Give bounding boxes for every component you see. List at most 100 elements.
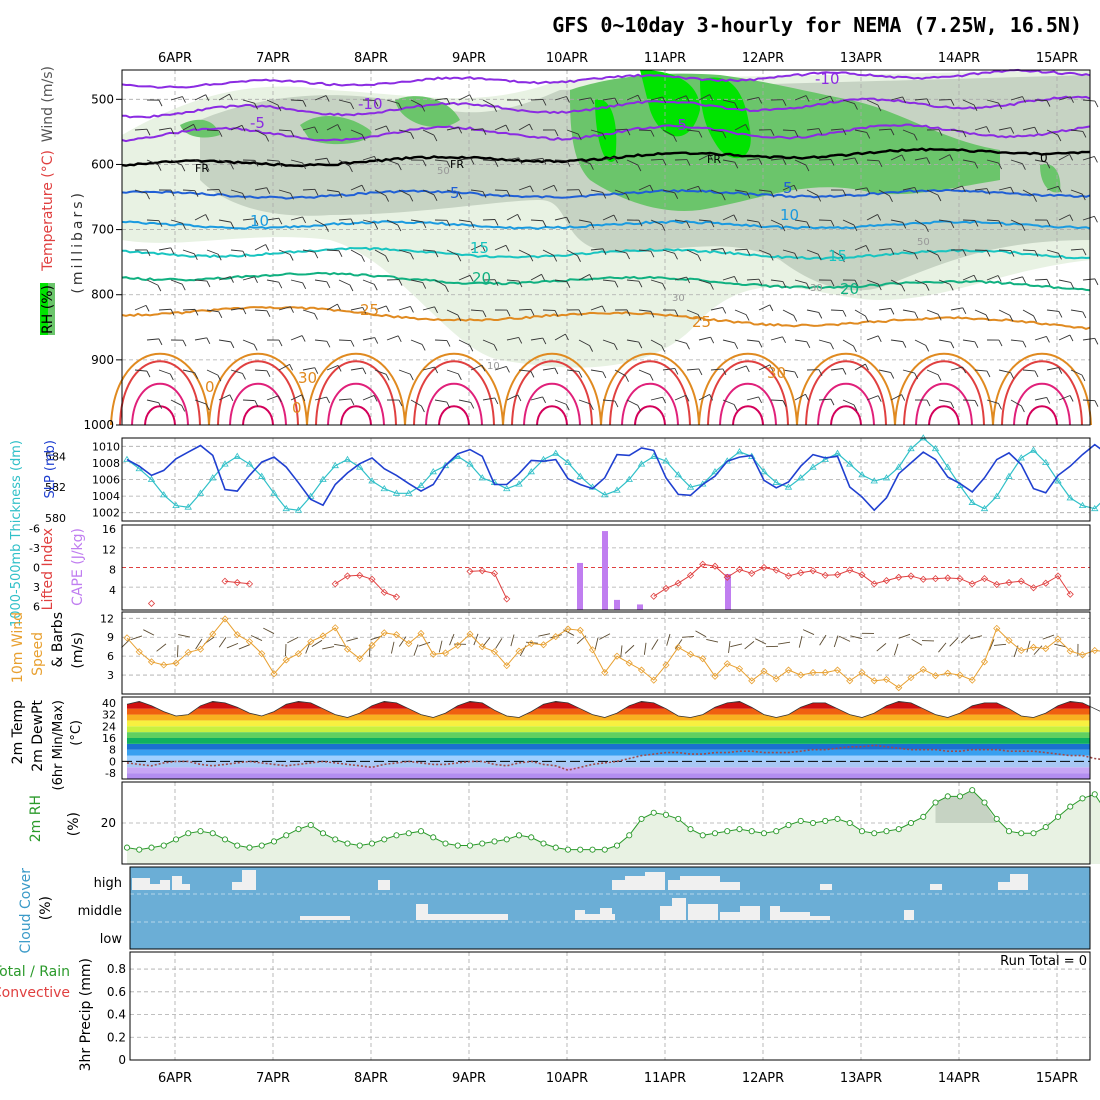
barb-staff <box>746 96 759 101</box>
wind-barb <box>338 398 355 406</box>
barb-flag <box>782 336 786 344</box>
barb-flag <box>902 222 907 229</box>
thickness-point <box>331 461 339 469</box>
wind-barb <box>410 99 426 112</box>
barb-flag <box>314 313 318 320</box>
wind-barb <box>1070 369 1086 382</box>
barb-staff <box>542 249 554 256</box>
isotherm-line <box>217 360 299 426</box>
wind-barb <box>1010 159 1026 170</box>
surface-wind-barb <box>250 635 263 641</box>
barb-staff <box>854 244 867 251</box>
barb-flag <box>230 163 234 170</box>
barb-staff <box>542 367 555 371</box>
wind-barb <box>1022 309 1037 323</box>
barb-staff <box>146 338 159 341</box>
barb-staff <box>278 129 292 132</box>
isotherm-line <box>523 382 581 426</box>
wind-barb <box>278 189 294 200</box>
barb-flag <box>661 345 665 352</box>
wind-barb <box>602 214 618 222</box>
wind-barb <box>194 399 210 411</box>
wind-barb <box>986 399 1002 410</box>
wind-barb <box>686 249 702 262</box>
barb-flag <box>541 274 545 281</box>
barb-staff <box>254 369 268 372</box>
wind-barb <box>782 184 798 192</box>
barb-staff <box>263 627 275 634</box>
barb-staff <box>398 305 411 311</box>
wind-speed-point <box>870 677 878 685</box>
rh2m-point <box>197 828 204 835</box>
barb-flag <box>218 189 223 196</box>
wind-barb <box>206 188 223 196</box>
barb-flag <box>362 367 367 375</box>
wind-barb <box>458 94 474 101</box>
wind-barb <box>842 279 859 287</box>
isotherm-label: 20 <box>840 280 859 298</box>
temp-ylabel: Temperature (°C) <box>40 150 56 272</box>
surface-wind-barb <box>287 637 299 644</box>
wind-barb <box>638 184 654 192</box>
barb-staff <box>506 279 519 282</box>
barb-flag <box>722 248 727 255</box>
barb-flag <box>446 401 451 409</box>
isotherm-label: 0 <box>292 399 302 417</box>
barb-staff <box>194 337 207 341</box>
wind-barb <box>170 219 186 230</box>
barb-staff <box>230 189 243 194</box>
barb-staff <box>578 97 591 101</box>
barb-staff <box>314 95 327 101</box>
barb-flag <box>421 344 426 351</box>
barb-flag <box>242 307 247 315</box>
barb-staff <box>722 399 735 405</box>
barb-staff <box>594 637 599 650</box>
barb-staff <box>866 395 879 401</box>
wind-barb <box>326 124 342 131</box>
temp-band <box>127 773 1090 779</box>
slp-thickness-lines <box>123 434 1100 513</box>
wind-barb <box>314 157 331 165</box>
day-label-top: 6APR <box>158 51 192 66</box>
wind-barb <box>890 279 906 292</box>
barb-staff <box>794 95 807 101</box>
barb-staff <box>1082 215 1095 221</box>
barb-flag <box>266 187 271 194</box>
cape-bar <box>577 562 583 610</box>
temp-band <box>127 755 1090 762</box>
wind-speed-point <box>797 671 805 679</box>
barb-flag <box>170 189 175 197</box>
barb-staff <box>620 645 623 658</box>
barb-staff <box>362 395 375 401</box>
wind-barb <box>698 94 714 101</box>
wind-barb <box>698 336 715 344</box>
precip-total-label: Total / Rain <box>0 964 70 980</box>
rh2m-fill-high <box>935 790 997 823</box>
wind-speed-point <box>748 677 756 685</box>
li-point <box>944 574 952 582</box>
barb-staff <box>890 339 903 343</box>
barb-staff <box>518 308 532 311</box>
barb-staff <box>566 369 579 372</box>
rh2m-point <box>344 840 351 847</box>
isotherm-label: -10 <box>358 95 383 113</box>
barb-flag <box>314 189 319 196</box>
barb-flag <box>877 104 882 112</box>
wind-speed-point <box>625 659 633 667</box>
barb-staff <box>578 274 590 281</box>
thickness-point <box>405 489 413 496</box>
wind-speed-point <box>1029 643 1038 651</box>
wind-barb <box>1034 336 1050 343</box>
cape-bar <box>725 574 731 610</box>
barb-flag <box>710 283 714 290</box>
wind-barb <box>602 97 619 105</box>
thickness-point <box>270 489 278 496</box>
barb-staff <box>866 99 879 106</box>
wind-barb <box>854 363 869 371</box>
barb-staff <box>938 339 951 343</box>
barb-flag <box>218 311 223 319</box>
surface-wind-barb <box>121 638 131 649</box>
barb-staff <box>218 637 227 648</box>
